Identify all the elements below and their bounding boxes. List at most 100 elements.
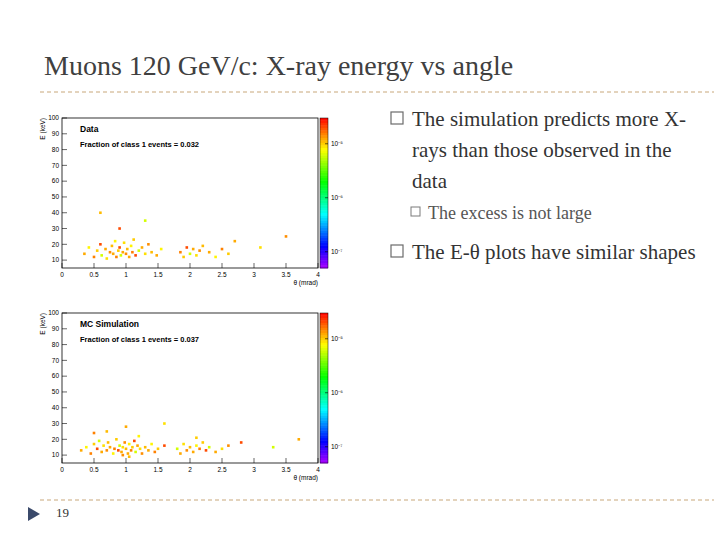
colorbar-cell	[320, 213, 328, 216]
point	[83, 252, 86, 255]
colorbar-cell	[320, 228, 328, 231]
point	[93, 256, 96, 259]
x-tick-label: 4	[316, 271, 320, 278]
colorbar-frame	[320, 313, 328, 463]
y-tick-label: 80	[52, 146, 60, 153]
bullet-text: The simulation predicts more X-rays than…	[412, 104, 702, 197]
y-axis-label: E (keV)	[39, 313, 47, 335]
y-tick-label: 50	[52, 193, 60, 200]
colorbar-cell	[320, 256, 328, 259]
x-tick	[94, 458, 95, 463]
colorbar-cell	[320, 401, 328, 404]
panel-bg	[45, 305, 345, 471]
chart-panel: 00.511.522.533.54102030405060708090100θ …	[39, 305, 345, 482]
y-tick	[62, 133, 67, 134]
y-tick-label: 80	[52, 341, 60, 348]
colorbar-tick	[325, 446, 328, 447]
colorbar-cell	[320, 313, 328, 316]
point	[134, 254, 137, 257]
colorbar-cell	[320, 318, 328, 321]
colorbar-cell	[320, 363, 328, 366]
point	[195, 444, 198, 447]
colorbar-cell	[320, 391, 328, 394]
colorbar-cell	[320, 396, 328, 399]
y-tick	[62, 165, 67, 166]
rule-top	[40, 92, 714, 93]
colorbar-cell	[320, 261, 328, 264]
y-tick	[62, 344, 67, 345]
colorbar-cell	[320, 133, 328, 136]
point	[93, 443, 96, 446]
point	[113, 447, 116, 450]
colorbar-cell	[320, 183, 328, 186]
x-tick	[126, 458, 127, 463]
colorbar-cell	[320, 361, 328, 364]
colorbar-cell	[320, 376, 328, 379]
point	[80, 449, 83, 452]
colorbar-cell	[320, 373, 328, 376]
point	[198, 447, 201, 450]
colorbar-cell	[320, 338, 328, 341]
colorbar-cell	[320, 411, 328, 414]
point	[114, 240, 117, 243]
colorbar-cell	[320, 248, 328, 251]
plot-frame	[62, 118, 318, 268]
point	[285, 235, 288, 238]
colorbar-cell	[320, 446, 328, 449]
point	[118, 227, 121, 230]
colorbar-cell	[320, 398, 328, 401]
colorbar-cell	[320, 423, 328, 426]
colorbar-cell	[320, 451, 328, 454]
y-tick	[62, 260, 67, 261]
y-tick-label: 50	[52, 388, 60, 395]
colorbar-cell	[320, 408, 328, 411]
y-tick	[62, 328, 67, 329]
y-tick	[62, 423, 67, 424]
y-tick-label: 10	[52, 451, 60, 458]
y-tick	[62, 118, 67, 119]
colorbar-cell	[320, 388, 328, 391]
point	[98, 440, 101, 443]
y-tick-label: 70	[52, 162, 60, 169]
x-tick	[62, 458, 63, 463]
colorbar-cell	[320, 138, 328, 141]
colorbar-cell	[320, 416, 328, 419]
colorbar-cell	[320, 223, 328, 226]
x-axis-label: θ (mrad)	[293, 474, 318, 482]
colorbar-cell	[320, 193, 328, 196]
colorbar-cell	[320, 118, 328, 121]
y-tick-label: 70	[52, 357, 60, 364]
point	[128, 256, 131, 259]
point	[125, 252, 128, 255]
point	[131, 251, 134, 254]
x-tick	[158, 263, 159, 268]
point	[141, 452, 144, 455]
point	[160, 248, 163, 251]
y-tick-label: 100	[48, 309, 59, 316]
point	[179, 452, 182, 455]
colorbar-cell	[320, 418, 328, 421]
colorbar-cell	[320, 191, 328, 194]
point	[132, 238, 135, 241]
point	[115, 256, 118, 259]
point	[125, 425, 128, 428]
colorbar-cell	[320, 243, 328, 246]
colorbar-cell	[320, 211, 328, 214]
colorbar-cell	[320, 383, 328, 386]
point	[163, 422, 166, 425]
colorbar-cell	[320, 146, 328, 149]
x-tick	[318, 458, 319, 463]
point	[117, 249, 120, 252]
point	[182, 256, 185, 259]
point	[96, 249, 99, 252]
point	[106, 449, 109, 452]
colorbar-cell	[320, 128, 328, 131]
x-tick-label: 4	[316, 466, 320, 473]
y-tick	[62, 455, 67, 456]
colorbar-cell	[320, 203, 328, 206]
point	[182, 443, 185, 446]
point	[117, 449, 120, 452]
y-tick-label: 10	[52, 256, 60, 263]
point	[147, 449, 150, 452]
point	[208, 251, 211, 254]
